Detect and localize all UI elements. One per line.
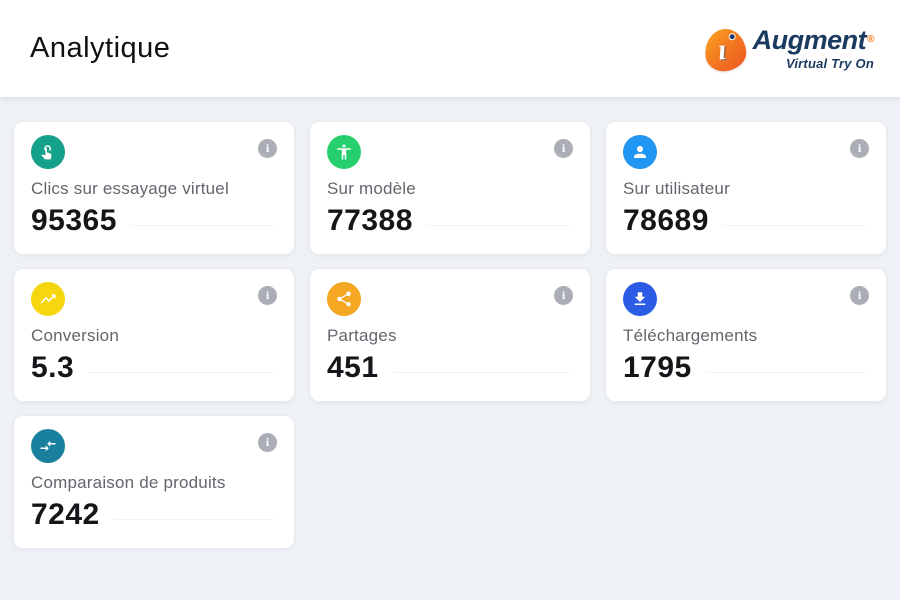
stat-value: 78689 — [623, 204, 709, 237]
value-underline — [392, 371, 569, 373]
augment-logo-mark-icon: ı — [702, 26, 748, 74]
header: Analytique ı Augment® Virtual Try On — [0, 0, 900, 97]
stat-card-sur-modele: i Sur modèle 77388 — [309, 121, 591, 255]
logo-i-glyph: ı — [715, 33, 728, 67]
stat-label: Clics sur essayage virtuel — [31, 179, 229, 198]
stat-value: 451 — [327, 351, 379, 384]
info-icon[interactable]: i — [258, 139, 277, 158]
stat-label: Comparaison de produits — [31, 473, 226, 492]
stat-card-sur-utilisateur: i Sur utilisateur 78689 — [605, 121, 887, 255]
registered-mark: ® — [867, 34, 874, 45]
stat-value: 1795 — [623, 351, 692, 384]
stat-label: Sur modèle — [327, 179, 416, 198]
stat-card-partages: i Partages 451 — [309, 268, 591, 402]
stat-label: Conversion — [31, 326, 119, 345]
logo-text: Augment® Virtual Try On — [752, 25, 875, 71]
value-underline — [88, 371, 273, 373]
value-underline — [705, 371, 865, 373]
value-underline — [113, 518, 273, 520]
user-icon — [623, 135, 657, 169]
trend-up-icon — [31, 282, 65, 316]
stat-label: Sur utilisateur — [623, 179, 730, 198]
info-icon[interactable]: i — [258, 433, 277, 452]
stat-card-conversion: i Conversion 5.3 — [13, 268, 295, 402]
stat-value: 5.3 — [31, 351, 75, 384]
stat-value: 95365 — [31, 204, 117, 237]
info-icon[interactable]: i — [850, 139, 869, 158]
value-underline — [130, 224, 273, 226]
value-underline — [426, 224, 569, 226]
info-icon[interactable]: i — [258, 286, 277, 305]
logo-brand: Augment — [752, 25, 867, 55]
stats-grid: i Clics sur essayage virtuel 95365 i Sur… — [0, 97, 900, 549]
info-icon[interactable]: i — [554, 286, 573, 305]
logo-tagline: Virtual Try On — [785, 56, 874, 71]
model-icon — [327, 135, 361, 169]
stat-card-telechargements: i Téléchargements 1795 — [605, 268, 887, 402]
stat-card-clics-essayage: i Clics sur essayage virtuel 95365 — [13, 121, 295, 255]
compare-icon — [31, 429, 65, 463]
page-title: Analytique — [30, 32, 171, 64]
info-icon[interactable]: i — [554, 139, 573, 158]
stat-value: 7242 — [31, 498, 100, 531]
logo-i-dot — [727, 32, 736, 41]
stat-value: 77388 — [327, 204, 413, 237]
augment-logo[interactable]: ı Augment® Virtual Try On — [702, 25, 875, 74]
stat-card-comparaison: i Comparaison de produits 7242 — [13, 415, 295, 549]
stat-label: Téléchargements — [623, 326, 758, 345]
share-icon — [327, 282, 361, 316]
info-icon[interactable]: i — [850, 286, 869, 305]
value-underline — [722, 224, 865, 226]
download-icon — [623, 282, 657, 316]
tap-icon — [31, 135, 65, 169]
stat-label: Partages — [327, 326, 397, 345]
